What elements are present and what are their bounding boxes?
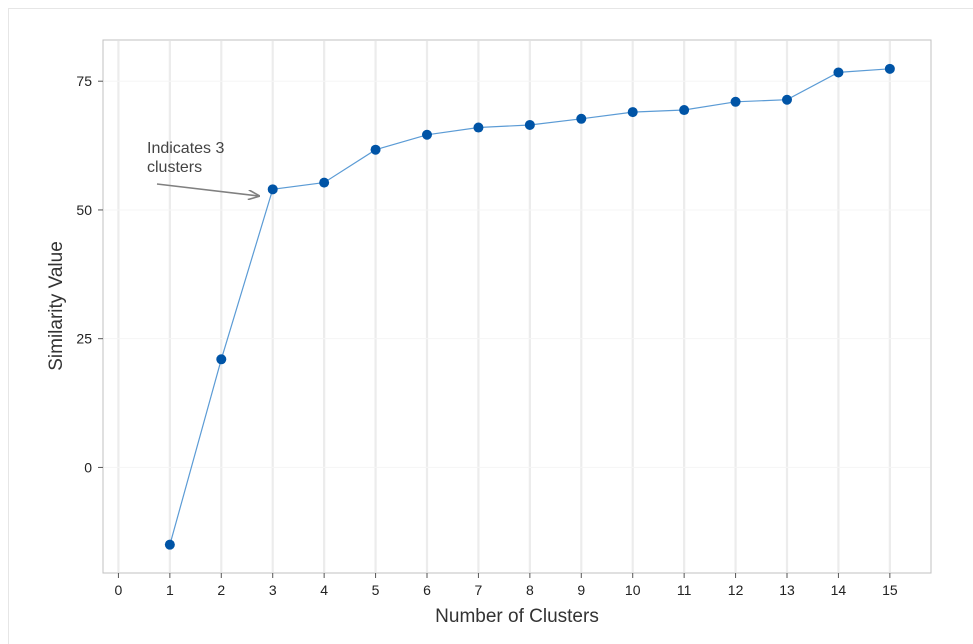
- data-point: [216, 354, 227, 365]
- data-series: [164, 63, 895, 550]
- x-tick-label: 11: [677, 582, 692, 598]
- annotation: Indicates 3 clusters: [147, 140, 259, 196]
- plot-area-border: [102, 39, 932, 574]
- data-point: [730, 96, 741, 107]
- annotation-arrow: [156, 183, 259, 196]
- data-point: [267, 184, 278, 195]
- y-tick-label: 0: [84, 459, 92, 475]
- x-tick-label: 15: [882, 582, 898, 598]
- grid-lines: [104, 41, 930, 572]
- x-tick-label: 1: [166, 582, 174, 598]
- x-tick-label: 4: [320, 582, 328, 598]
- y-tick-label: 50: [76, 202, 92, 218]
- annotation-line-1: Indicates 3: [147, 140, 224, 157]
- x-tick-label: 10: [625, 582, 641, 598]
- data-point: [422, 129, 432, 140]
- y-axis-title: Similarity Value: [46, 241, 67, 371]
- annotation-text: Indicates 3 clusters: [147, 140, 229, 176]
- data-point: [627, 107, 638, 118]
- chart-frame: [8, 8, 973, 644]
- x-tick-label: 3: [269, 582, 277, 598]
- data-point: [679, 105, 690, 116]
- data-point: [833, 67, 844, 78]
- x-tick-label: 14: [831, 582, 847, 598]
- x-tick-label: 2: [217, 582, 225, 598]
- data-point: [319, 177, 330, 188]
- data-point: [164, 539, 175, 550]
- data-point: [576, 113, 587, 124]
- data-point: [884, 63, 895, 74]
- data-point: [524, 119, 535, 130]
- annotation-line-2: clusters: [147, 159, 202, 176]
- data-point: [370, 144, 381, 155]
- y-tick-label: 25: [76, 331, 92, 347]
- x-tick-label: 13: [779, 582, 795, 598]
- x-tick-label: 6: [423, 582, 431, 598]
- x-tick-label: 5: [372, 582, 380, 598]
- x-axis-title: Number of Clusters: [435, 606, 599, 627]
- y-tick-label: 75: [76, 73, 92, 89]
- x-tick-label: 7: [475, 582, 483, 598]
- x-tick-label: 8: [526, 582, 534, 598]
- data-point: [473, 122, 484, 133]
- x-tick-label: 0: [115, 582, 123, 598]
- x-tick-label: 12: [728, 582, 744, 598]
- data-point: [782, 94, 792, 105]
- x-tick-label: 9: [577, 582, 585, 598]
